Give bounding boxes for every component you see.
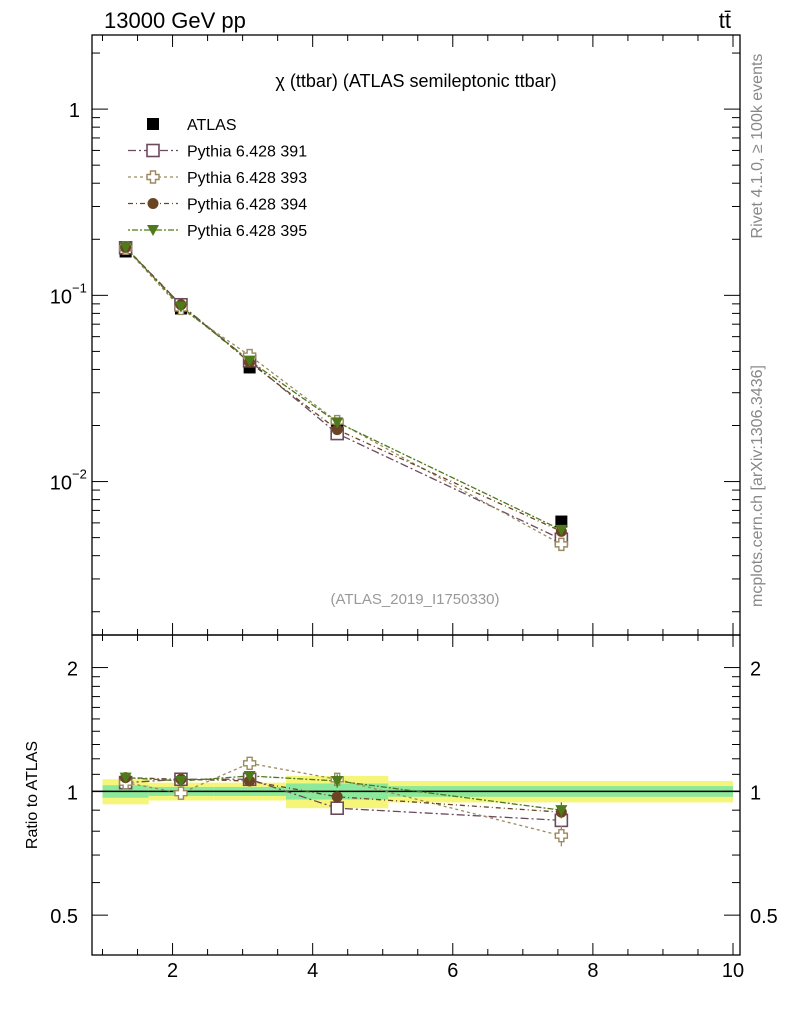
x-tick-label: 6 <box>447 960 458 982</box>
x-tick-label: 10 <box>722 960 744 982</box>
legend-marker <box>147 198 159 209</box>
chart-title: χ (ttbar) (ATLAS semileptonic ttbar) <box>275 71 556 91</box>
y-tick-exponent: −2 <box>72 467 87 482</box>
data-point <box>331 775 344 787</box>
y-tick-label: 10 <box>50 473 72 495</box>
data-point <box>331 417 344 429</box>
series-line <box>125 246 562 532</box>
data-point <box>119 242 132 254</box>
mcplots-label: mcplots.cern.ch [arXiv:1306.3436] <box>749 365 766 607</box>
data-point <box>331 791 343 803</box>
data-point <box>555 524 568 536</box>
data-point <box>331 424 343 436</box>
ratio-y-tick-label-left: 1 <box>67 782 78 804</box>
legend-marker <box>146 143 160 158</box>
data-point <box>243 770 256 782</box>
ratio-y-tick-label-left: 2 <box>67 659 78 681</box>
data-point <box>243 355 256 367</box>
data-point <box>174 301 187 313</box>
legend-marker <box>146 170 160 184</box>
data-point <box>242 756 257 771</box>
data-point <box>554 829 569 843</box>
x-tick-label: 8 <box>587 960 598 982</box>
ratio-uncertainty-bands <box>92 775 740 809</box>
y-tick-label: 1 <box>69 100 80 122</box>
energy-label: 13000 GeV pp <box>104 8 246 33</box>
series-line <box>125 762 562 837</box>
analysis-watermark: (ATLAS_2019_I1750330) <box>330 591 499 608</box>
series-line <box>125 247 562 545</box>
rivet-label: Rivet 4.1.0, ≥ 100k events <box>749 54 766 239</box>
ratio-y-tick-label-left: 0.5 <box>50 906 78 928</box>
legend-marker <box>147 225 159 236</box>
ratio-y-tick-label-right: 0.5 <box>750 906 778 928</box>
series-line <box>125 246 562 531</box>
x-tick-label: 4 <box>307 960 318 982</box>
legend-label: Pythia 6.428 395 <box>187 223 307 240</box>
legend: ATLAS Pythia 6.428 391 Pythia 6.428 393 Pyt… <box>128 117 307 240</box>
legend-label: Pythia 6.428 393 <box>187 170 307 187</box>
legend-label: Pythia 6.428 391 <box>187 144 307 161</box>
legend-label: ATLAS <box>187 117 237 134</box>
series-lines <box>125 246 562 837</box>
ratio-y-tick-label-right: 2 <box>750 659 761 681</box>
series-markers <box>118 240 569 847</box>
data-point <box>555 805 568 817</box>
legend-marker <box>147 118 159 130</box>
series-line <box>125 247 562 540</box>
legend-label: Pythia 6.428 394 <box>187 197 307 214</box>
process-label: tt̄ <box>719 8 731 33</box>
data-point <box>330 801 344 815</box>
data-point <box>174 775 187 787</box>
data-point-atlas <box>555 515 568 528</box>
ratio-panel-frame <box>91 634 741 956</box>
x-tick-label: 2 <box>167 960 178 982</box>
ratio-y-tick-label-right: 1 <box>750 782 761 804</box>
data-point <box>554 537 569 552</box>
y-tick-label: 10 <box>50 286 72 308</box>
data-point <box>119 772 132 784</box>
y-tick-exponent: −1 <box>72 280 87 295</box>
data-point <box>174 786 188 800</box>
ratio-y-axis-label: Ratio to ATLAS <box>24 741 41 849</box>
